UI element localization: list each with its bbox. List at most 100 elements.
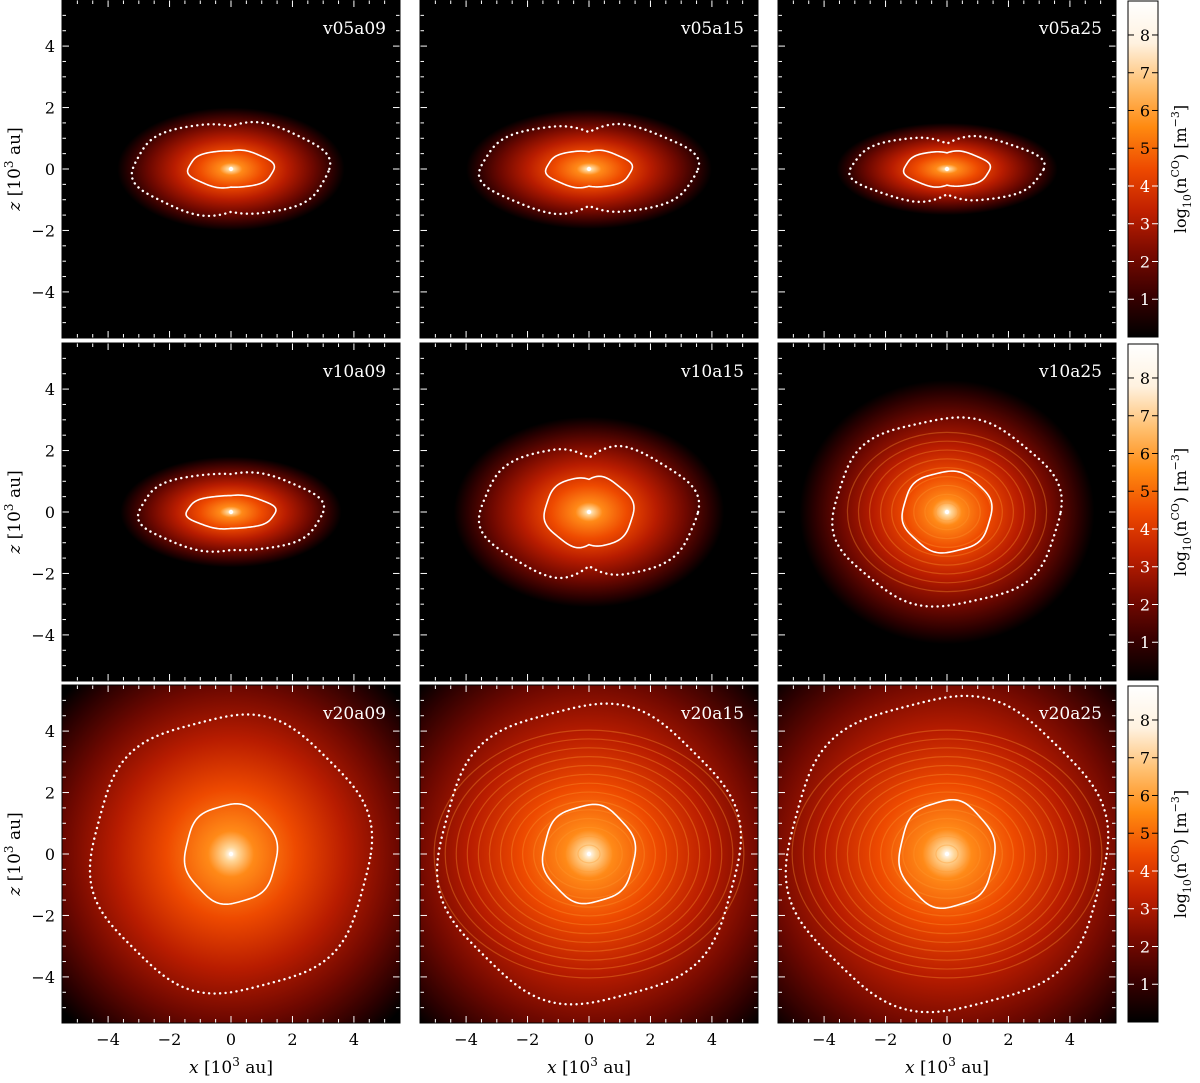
colorbar-tick-label: 5	[1140, 482, 1150, 501]
colorbars-layer: 1 2 3 4 5 6 7 8 log10(nCO) [m−3] 1 2 3 4 5 6 7 8 log10(nC…	[1127, 0, 1194, 1023]
colorbar-tick-label: 3	[1140, 900, 1150, 919]
core-point	[944, 851, 950, 857]
y-tick-label: 0	[45, 845, 55, 864]
colorbar-scale	[1127, 0, 1159, 338]
x-tick-label: 2	[645, 1030, 655, 1049]
axis-ticks	[420, 0, 758, 338]
panel-v05a25: v05a25	[777, 0, 1117, 339]
colorbar-tick-label: 8	[1140, 711, 1150, 730]
colorbar-tick-label: 3	[1140, 215, 1150, 234]
contour-solid	[183, 802, 279, 906]
axis-ticks	[420, 685, 758, 1023]
x-tick-label: 0	[226, 1030, 236, 1049]
contour-dotted	[848, 134, 1046, 204]
colorbar-scale	[1127, 343, 1159, 681]
panel-frame	[777, 684, 1117, 1024]
colorbar-tick-label: 2	[1140, 252, 1150, 271]
y-axis-label: z [103 au]	[2, 812, 25, 896]
panel-v10a15: v10a15	[419, 342, 759, 682]
colorbar-scale	[1127, 685, 1159, 1023]
x-tick-label: −4	[454, 1030, 478, 1049]
core-point	[586, 851, 592, 857]
y-tick-label: −2	[31, 221, 55, 240]
y-axis-label: z [103 au]	[2, 127, 25, 211]
core-point	[944, 509, 950, 515]
y-axis-label: z [103 au]	[2, 470, 25, 554]
y-tick-label: 2	[45, 99, 55, 118]
colorbar: 1 2 3 4 5 6 7 8 log10(nCO) [m−3]	[1127, 0, 1194, 338]
panel-frame	[419, 684, 759, 1024]
y-tick-label: 4	[45, 37, 55, 56]
y-tick-label: 2	[45, 442, 55, 461]
axis-ticks	[420, 343, 758, 681]
labels-layer: −4 −2 0 2 4 z [103 au] −4 −2 0 2 4 z [103 au] −4 −2 0 2…	[2, 37, 1075, 1078]
panel-frame	[419, 342, 759, 682]
y-tick-label: −4	[31, 626, 55, 645]
colorbar-tick-label: 4	[1140, 177, 1150, 196]
density-rings	[433, 729, 745, 979]
colorbar: 1 2 3 4 5 6 7 8 log10(nCO) [m−3]	[1127, 685, 1194, 1023]
colorbar-tick-label: 7	[1140, 749, 1150, 768]
colorbar-label: log10(nCO) [m−3]	[1169, 105, 1194, 233]
colorbar-tick-label: 7	[1140, 407, 1150, 426]
panel-v20a15: v20a15	[419, 684, 759, 1024]
x-tick-label: −2	[516, 1030, 540, 1049]
axis-ticks	[778, 685, 1116, 1023]
panel-v05a09: v05a09	[61, 0, 401, 339]
x-tick-label: −2	[158, 1030, 182, 1049]
colorbar-tick-label: 8	[1140, 369, 1150, 388]
panel-label: v20a25	[1038, 704, 1102, 724]
core-point	[586, 166, 592, 172]
panel-label: v05a09	[322, 19, 386, 39]
x-tick-label: 0	[942, 1030, 952, 1049]
panel-frame	[61, 684, 401, 1024]
contour-dotted	[784, 694, 1110, 1014]
y-tick-label: −4	[31, 283, 55, 302]
panel-v05a15: v05a15	[419, 0, 759, 339]
colorbar-tick-label: 7	[1140, 64, 1150, 83]
x-tick-label: 4	[1065, 1030, 1075, 1049]
colorbar-tick-label: 4	[1140, 862, 1150, 881]
contour-dotted	[477, 444, 701, 580]
y-tick-label: −2	[31, 906, 55, 925]
y-tick-label: 4	[45, 380, 55, 399]
y-tick-label: −2	[31, 564, 55, 583]
core-point	[228, 166, 234, 172]
panel-label: v05a15	[680, 19, 744, 39]
y-tick-label: 4	[45, 722, 55, 741]
panel-frame	[777, 0, 1117, 339]
contour-dotted	[831, 416, 1063, 608]
axis-ticks	[778, 0, 1116, 338]
y-tick-label: 0	[45, 503, 55, 522]
core-point	[944, 166, 950, 172]
axis-ticks	[62, 685, 400, 1023]
axis-ticks	[62, 343, 400, 681]
colorbar-tick-label: 1	[1140, 633, 1150, 652]
panel-label: v05a25	[1038, 19, 1102, 39]
contour-dotted	[435, 702, 743, 1006]
colorbar-tick-label: 6	[1140, 101, 1150, 120]
density-glow	[420, 685, 758, 1023]
colorbar-tick-label: 8	[1140, 26, 1150, 45]
colorbar-tick-label: 4	[1140, 520, 1150, 539]
panel-label: v10a25	[1038, 362, 1102, 382]
panel-label: v20a09	[322, 704, 386, 724]
colorbar-label: log10(nCO) [m−3]	[1169, 448, 1194, 576]
colorbar-tick-label: 1	[1140, 290, 1150, 309]
core-point	[228, 509, 234, 515]
panel-frame	[419, 0, 759, 339]
panel-v10a09: v10a09	[61, 342, 401, 682]
x-tick-label: 4	[349, 1030, 359, 1049]
panel-frame	[61, 0, 401, 339]
x-tick-label: −2	[874, 1030, 898, 1049]
contour-solid	[543, 475, 635, 549]
x-axis-label: x [103 au]	[547, 1055, 631, 1078]
colorbar-tick-label: 1	[1140, 975, 1150, 994]
panel-v20a09: v20a09	[61, 684, 401, 1024]
x-tick-label: 4	[707, 1030, 717, 1049]
colorbar-tick-label: 5	[1140, 824, 1150, 843]
panel-label: v20a15	[680, 704, 744, 724]
